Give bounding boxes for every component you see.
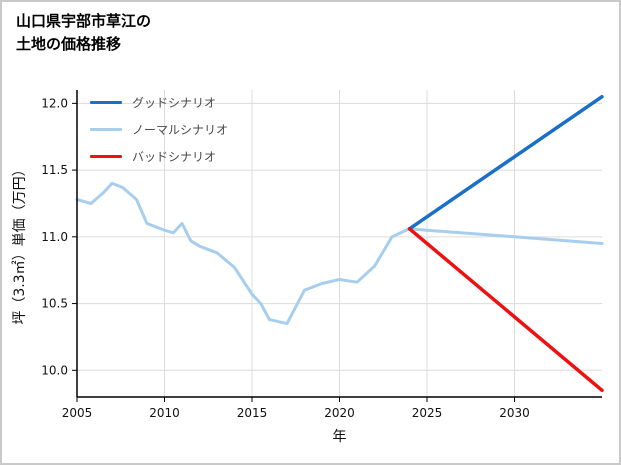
chart-title-line1: 山口県宇部市草江の	[16, 12, 152, 30]
y-tick-label: 11.0	[41, 230, 68, 244]
y-tick-label: 11.5	[41, 163, 68, 177]
x-tick-label: 2015	[237, 406, 268, 420]
y-axis-label: 坪（3.3㎡）単価（万円）	[12, 162, 28, 324]
chart-title: 山口県宇部市草江の 土地の価格推移	[16, 10, 151, 57]
y-tick-label: 10.5	[41, 297, 68, 311]
legend-label: グッドシナリオ	[132, 96, 217, 110]
x-axis-label: 年	[333, 429, 347, 445]
legend-line-swatch	[90, 155, 122, 158]
y-tick-label: 12.0	[41, 96, 68, 110]
legend-line-swatch	[90, 101, 122, 104]
legend-item-bad-scenario: バッドシナリオ	[90, 148, 228, 165]
legend-line-swatch	[90, 128, 122, 131]
series-line-bad-scenario	[407, 227, 604, 393]
x-tick-label: 2020	[324, 406, 355, 420]
x-tick-label: 2030	[499, 406, 530, 420]
x-tick-label: 2025	[412, 406, 443, 420]
legend-item-good-scenario: グッドシナリオ	[90, 94, 228, 111]
legend-item-normal-scenario: ノーマルシナリオ	[90, 121, 228, 138]
series-line-normal-scenario	[75, 181, 604, 326]
chart-legend: グッドシナリオ ノーマルシナリオ バッドシナリオ	[90, 94, 228, 165]
chart-title-line2: 土地の価格推移	[16, 35, 122, 54]
legend-label: バッドシナリオ	[132, 150, 217, 164]
x-tick-label: 2010	[149, 406, 180, 420]
x-tick-label: 2005	[62, 406, 93, 420]
series-line-good-scenario	[407, 94, 604, 231]
legend-label: ノーマルシナリオ	[132, 123, 229, 137]
y-tick-label: 10.0	[41, 363, 68, 377]
